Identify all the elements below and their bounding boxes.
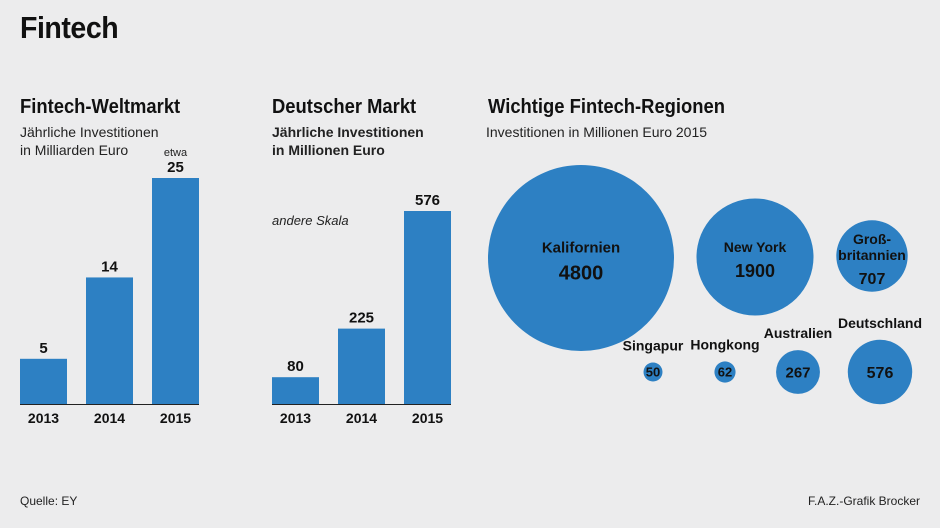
bubble-name-deutschland: Deutschland xyxy=(838,315,922,331)
world-bar-2013 xyxy=(20,358,67,404)
bubble-deutschland xyxy=(847,339,913,405)
world-market-title: Fintech-Weltmarkt xyxy=(20,96,181,118)
world-market-subtitle-line-1: Jährliche Investitionen xyxy=(20,124,159,140)
scale-note: andere Skala xyxy=(272,213,349,228)
bubble-value-kalifornien: 4800 xyxy=(559,262,604,284)
bubble-value-deutschland: 576 xyxy=(867,365,894,382)
german-value-label-2015: 576 xyxy=(415,192,440,209)
source-note: Quelle: EY xyxy=(20,494,78,508)
bubble-name-grossbritannien-line-1: Groß- xyxy=(853,231,891,247)
bubble-value-australien: 267 xyxy=(785,364,810,381)
bubble-name-hongkong: Hongkong xyxy=(690,336,759,352)
bubble-name-new-york: New York xyxy=(724,239,787,255)
bubble-name-australien: Australien xyxy=(764,325,832,341)
german-bar-2015 xyxy=(404,211,451,404)
bubble-australien xyxy=(776,350,820,394)
bubble-name-kalifornien: Kalifornien xyxy=(542,239,620,256)
credit-note: F.A.Z.-Grafik Brocker xyxy=(807,494,920,508)
world-bar-2015 xyxy=(152,178,199,404)
bubble-singapur xyxy=(643,362,663,382)
regions-subtitle: Investitionen in Millionen Euro 2015 xyxy=(486,124,708,140)
bubble-kalifornien xyxy=(488,165,674,351)
german-tick-label-2014: 2014 xyxy=(346,410,377,426)
german-bar-2014 xyxy=(338,328,385,404)
world-tick-label-2015: 2015 xyxy=(160,410,191,426)
world-market-subtitle: Jährliche Investitionen in Milliarden Eu… xyxy=(20,123,159,159)
bubble-name-singapur: Singapur xyxy=(623,338,684,354)
german-value-label-2013: 80 xyxy=(287,358,304,375)
bubble-value-singapur: 50 xyxy=(646,365,660,380)
page-title: Fintech xyxy=(20,10,119,45)
world-value-label-2014: 14 xyxy=(101,258,118,275)
german-bar-2013 xyxy=(272,377,319,404)
world-market-subtitle-line-2: in Milliarden Euro xyxy=(20,142,129,158)
german-market-subtitle-line-2: in Millionen Euro xyxy=(272,142,385,158)
bubble-grossbritannien xyxy=(836,220,908,292)
world-approx-label: etwa xyxy=(164,147,188,159)
world-bar-2014 xyxy=(86,277,133,404)
bubble-value-hongkong: 62 xyxy=(718,365,732,380)
german-market-title: Deutscher Markt xyxy=(272,96,417,118)
regions-title: Wichtige Fintech-Regionen xyxy=(488,96,726,118)
german-market-subtitle-line-1: Jährliche Investitionen xyxy=(272,124,424,140)
german-tick-label-2015: 2015 xyxy=(412,410,443,426)
german-tick-label-2013: 2013 xyxy=(280,410,311,426)
german-value-label-2014: 225 xyxy=(349,310,374,327)
bubble-name-grossbritannien-line-2: britannien xyxy=(838,247,906,263)
bubble-value-grossbritannien: 707 xyxy=(859,271,886,288)
bubble-new-york xyxy=(696,198,814,316)
world-value-label-2013: 5 xyxy=(39,340,47,357)
bubble-value-new-york: 1900 xyxy=(735,261,775,281)
world-value-label-2015: 25 xyxy=(167,159,184,176)
world-tick-label-2014: 2014 xyxy=(94,410,125,426)
bubble-hongkong xyxy=(714,361,736,383)
world-tick-label-2013: 2013 xyxy=(28,410,59,426)
german-market-subtitle: Jährliche Investitionen in Millionen Eur… xyxy=(272,123,424,159)
